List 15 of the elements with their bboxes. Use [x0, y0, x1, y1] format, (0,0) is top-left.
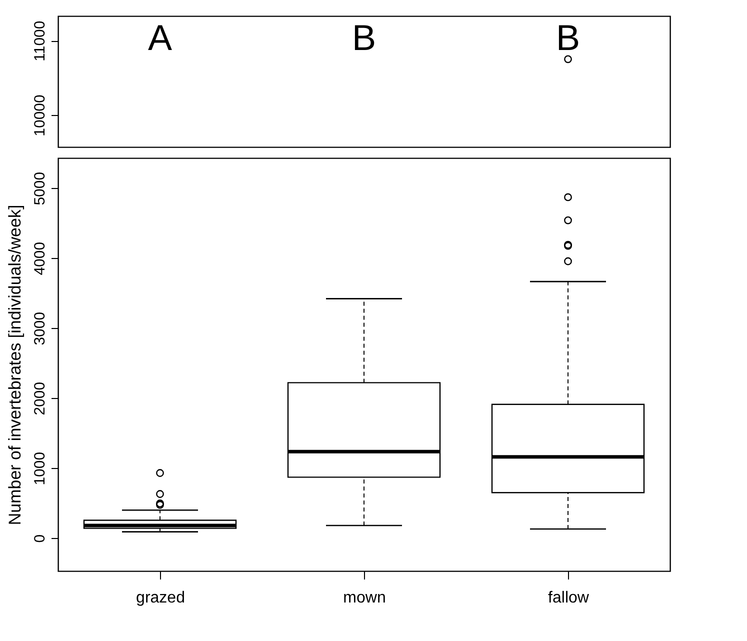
y-tick-label: 3000	[32, 312, 48, 346]
annotation: B	[352, 17, 376, 58]
y-tick-label: 2000	[32, 382, 48, 416]
y-tick-label: 0	[32, 534, 48, 543]
annotation: B	[556, 17, 580, 58]
y-tick-label: 1000	[32, 452, 48, 486]
x-tick-label: fallow	[548, 590, 590, 606]
y-axis-title: Number of invertebrates [individuals/week]	[6, 204, 24, 526]
y-tick-label: 4000	[32, 242, 48, 276]
y-tick-label: 5000	[32, 172, 48, 206]
annotation: A	[148, 17, 172, 58]
y-tick-label: 10000	[32, 94, 48, 136]
x-tick-label: mown	[343, 590, 386, 606]
y-tick-label: 11000	[32, 20, 48, 62]
x-tick-label: grazed	[136, 590, 185, 606]
